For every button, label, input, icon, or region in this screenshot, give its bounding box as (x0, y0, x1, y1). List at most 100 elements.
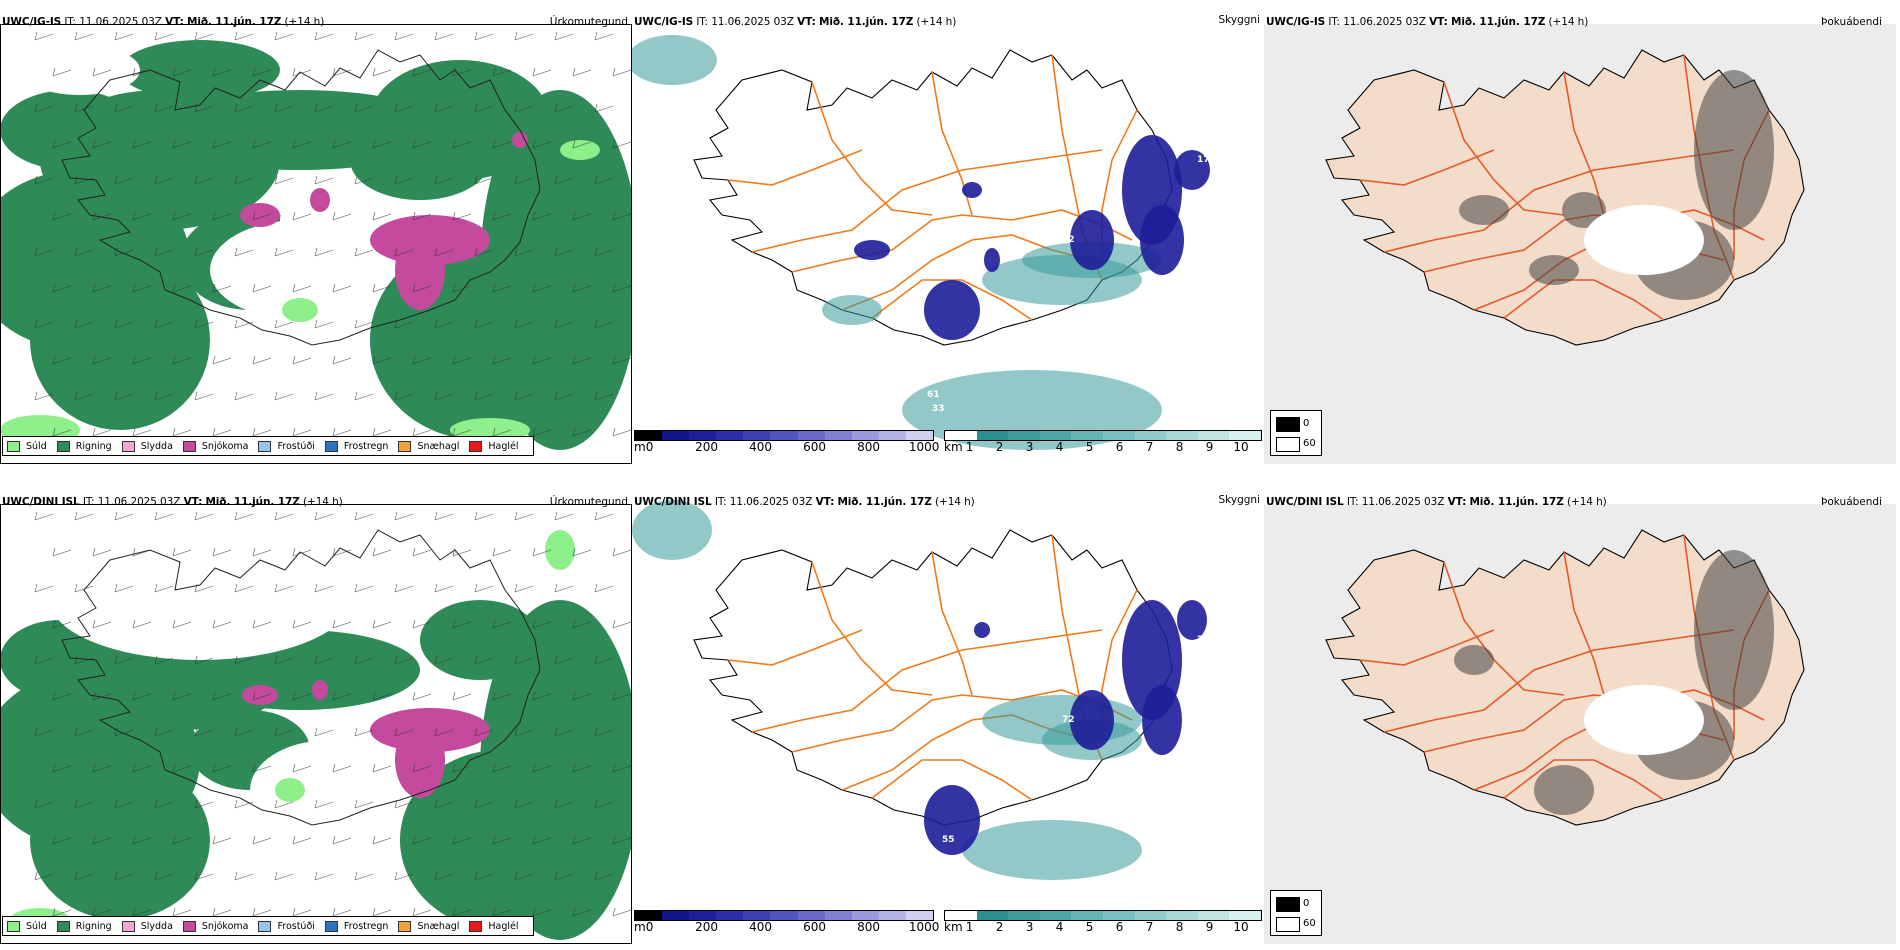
wind-barb (514, 247, 534, 257)
wind-barb (554, 727, 574, 737)
low-ceiling-area (974, 622, 990, 638)
tick-label: 1 (965, 440, 974, 454)
wind-barb (354, 799, 374, 809)
low-ceiling-area (962, 182, 982, 198)
wind-barb (252, 139, 272, 149)
wind-barb (594, 319, 614, 329)
wind-barb (532, 427, 552, 437)
wind-barb (92, 355, 112, 365)
ceiling-label: 21 (964, 270, 977, 280)
wind-barb (572, 547, 592, 557)
tick-label: 5 (1085, 920, 1094, 934)
wind-barb (194, 511, 214, 521)
wind-barb (612, 283, 632, 293)
ceiling-label: 72 (1062, 715, 1075, 725)
wind-barb (154, 511, 174, 521)
wind-barb (332, 355, 352, 365)
wind-barb (474, 799, 494, 809)
wind-barb (34, 583, 54, 593)
fog-scale-legend: 0 60 (1270, 410, 1322, 456)
wind-barb (474, 391, 494, 401)
wind-barb (34, 31, 54, 41)
wind-barb (412, 835, 432, 845)
legend-item: Slydda (121, 920, 173, 932)
low-visibility-area (632, 500, 712, 560)
wind-barb (514, 871, 534, 881)
ceiling-label: 62 (922, 850, 935, 860)
wind-barb (412, 427, 432, 437)
precip-type-map (0, 31, 632, 450)
wind-barb (554, 247, 574, 257)
wind-barb (52, 907, 72, 917)
fog-signal-area (1529, 255, 1579, 285)
fog-indicator-map (1264, 24, 1896, 464)
ceiling-label: 12 (1062, 235, 1075, 245)
wind-barb (292, 547, 312, 557)
tick-label: 10 (1233, 920, 1249, 934)
wind-barb (412, 547, 432, 557)
wind-barb (354, 103, 374, 113)
wind-barb (492, 355, 512, 365)
wind-barb (74, 175, 94, 185)
low-visibility-area (632, 35, 717, 85)
ceiling-label: 46 (1187, 698, 1200, 708)
legend-swatch (7, 920, 20, 932)
drizzle-area (275, 778, 305, 802)
wind-barb (52, 283, 72, 293)
wind-barb (92, 139, 112, 149)
ceiling-label: 33 (1210, 690, 1223, 700)
wind-barb (594, 103, 614, 113)
low-ceiling-area (854, 240, 890, 260)
road-line (1503, 279, 1665, 321)
wind-barb (154, 319, 174, 329)
tick-label: 600 (803, 920, 827, 934)
wind-barb (212, 547, 232, 557)
panel-header: UWC/IG-IS IT: 11.06.2025 03Z VT: Mið. 11… (2, 16, 325, 28)
wind-barb (372, 835, 392, 845)
wind-barb (514, 103, 534, 113)
wind-barb (372, 139, 392, 149)
wind-barb (434, 799, 454, 809)
fog-indicator-panel-bottom: UWC/DINI ISL IT: 11.06.2025 03Z VT: Mið.… (1264, 490, 1900, 944)
wind-barb (52, 763, 72, 773)
wind-barb (492, 67, 512, 77)
wind-barb (434, 655, 454, 665)
wind-barb (554, 319, 574, 329)
wind-barb (154, 655, 174, 665)
wind-barb (132, 547, 152, 557)
wind-barb (452, 427, 472, 437)
wind-barb (594, 583, 614, 593)
tick-label: 3 (1025, 440, 1034, 454)
wind-barb (612, 907, 632, 917)
wind-barb (274, 31, 294, 41)
wind-barb (194, 655, 214, 665)
tick-label: 7 (1145, 440, 1154, 454)
wind-barb (394, 511, 414, 521)
low-ceiling-area (1070, 690, 1114, 750)
legend-item: Frostregn (324, 440, 388, 452)
road-line (1563, 551, 1605, 696)
legend-swatch (398, 920, 412, 932)
ceiling-label: 61 (927, 390, 940, 400)
cloud-ceiling-map (632, 35, 1210, 450)
wind-barb (194, 799, 214, 809)
wind-barb (354, 511, 374, 521)
wind-barb (412, 691, 432, 701)
ceiling-label: 34 (1177, 750, 1190, 760)
rain-area (30, 760, 210, 920)
cloud-ceiling-panel-top: UWC/IG-IS IT: 11.06.2025 03Z VT: Mið. 11… (632, 10, 1264, 464)
wind-barb (452, 139, 472, 149)
wind-barb (172, 619, 192, 629)
wind-barb (354, 655, 374, 665)
wind-barb (412, 619, 432, 629)
drizzle-area (282, 298, 318, 322)
panel-title: Þokuábendi (1821, 16, 1882, 28)
wind-barb (132, 283, 152, 293)
wind-barb (532, 907, 552, 917)
legend-swatch (324, 920, 338, 932)
wind-barb (234, 655, 254, 665)
ceiling-label: 48 (942, 355, 955, 365)
ceiling-label: 33 (932, 884, 945, 894)
tick-label: 6 (1115, 440, 1124, 454)
wind-barb (172, 547, 192, 557)
